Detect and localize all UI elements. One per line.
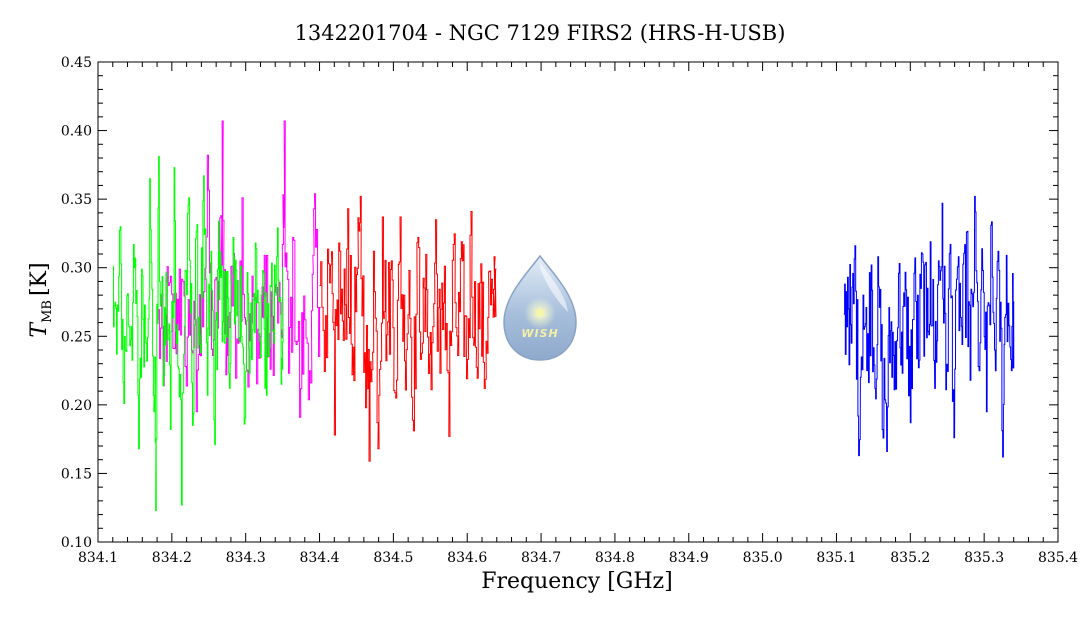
series-line-3 xyxy=(319,195,497,462)
x-tick-label: 834.4 xyxy=(299,550,339,566)
y-tick-labels: 0.10 0.15 0.20 0.25 0.30 0.35 0.40 0.45 xyxy=(61,55,92,551)
x-tick-label: 834.8 xyxy=(595,550,635,566)
y-tick-label: 0.20 xyxy=(61,398,92,414)
x-tick-label: 835.4 xyxy=(1038,550,1078,566)
x-tick-label: 834.9 xyxy=(669,550,709,566)
y-tick-label: 0.25 xyxy=(61,329,92,345)
y-tick-label: 0.45 xyxy=(61,55,92,71)
x-tick-label: 834.1 xyxy=(78,550,118,566)
series-layer xyxy=(112,120,1015,511)
y-tick-label: 0.40 xyxy=(61,124,92,140)
x-tick-label: 835.1 xyxy=(816,550,856,566)
x-tick-label: 834.7 xyxy=(521,550,561,566)
x-tick-label: 834.3 xyxy=(226,550,266,566)
y-tick-label: 0.35 xyxy=(61,192,92,208)
series-line-2 xyxy=(112,156,284,511)
x-axis-label: Frequency [GHz] xyxy=(481,569,673,594)
y-tick-label: 0.10 xyxy=(61,535,92,551)
x-tick-label: 834.5 xyxy=(373,550,413,566)
x-tick-label: 835.0 xyxy=(743,550,783,566)
x-tick-label: 835.2 xyxy=(890,550,930,566)
plot-frame xyxy=(97,61,1059,543)
y-axis-label: TMB [K] xyxy=(27,262,55,337)
y-axis-unit: [K] xyxy=(27,262,52,296)
wish-logo: ✶ WISH xyxy=(503,254,577,361)
axis-ticks xyxy=(97,61,1059,543)
y-tick-label: 0.15 xyxy=(61,466,92,482)
star-glow-icon xyxy=(524,297,556,329)
y-axis-symbol: T xyxy=(27,321,52,338)
y-tick-label: 0.30 xyxy=(61,261,92,277)
series-line-1 xyxy=(157,120,321,418)
x-tick-labels: 834.1 834.2 834.3 834.4 834.5 834.6 834.7 834.8… xyxy=(78,550,1078,566)
x-tick-label: 834.6 xyxy=(447,550,487,566)
x-tick-label: 835.3 xyxy=(964,550,1004,566)
y-axis-subscript: MB xyxy=(40,300,55,323)
star-icon: ✶ xyxy=(532,301,549,325)
series-line-4 xyxy=(843,195,1015,458)
logo-text: WISH xyxy=(521,327,558,340)
x-tick-label: 834.2 xyxy=(152,550,192,566)
chart-title: 1342201704 - NGC 7129 FIRS2 (HRS-H-USB) xyxy=(295,21,786,45)
